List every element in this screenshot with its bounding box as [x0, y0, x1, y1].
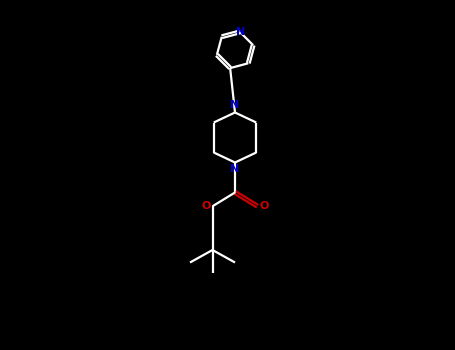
Text: O: O: [201, 201, 211, 211]
Text: N: N: [237, 27, 246, 37]
Text: N: N: [230, 164, 240, 174]
Text: O: O: [260, 201, 269, 211]
Text: N: N: [230, 100, 240, 111]
